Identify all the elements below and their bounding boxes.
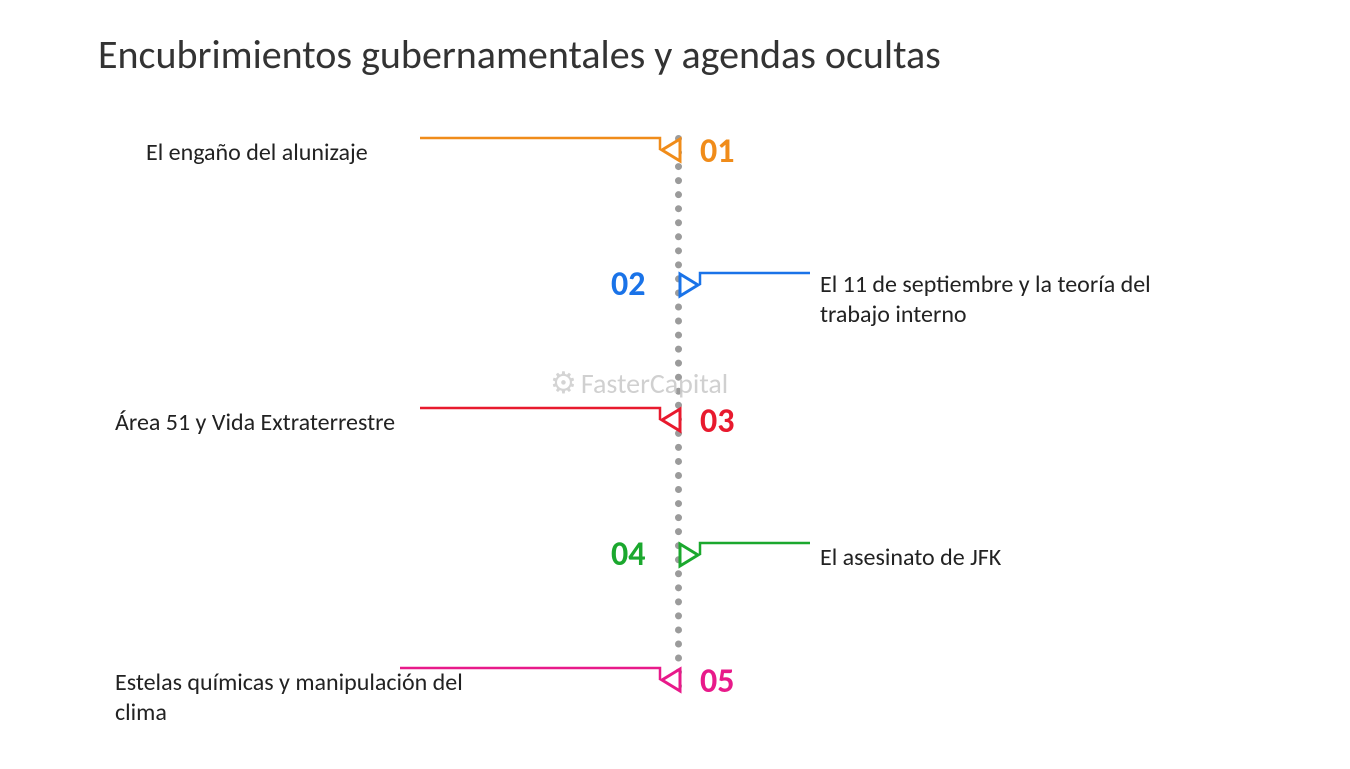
timeline-connector: [0, 0, 1350, 769]
